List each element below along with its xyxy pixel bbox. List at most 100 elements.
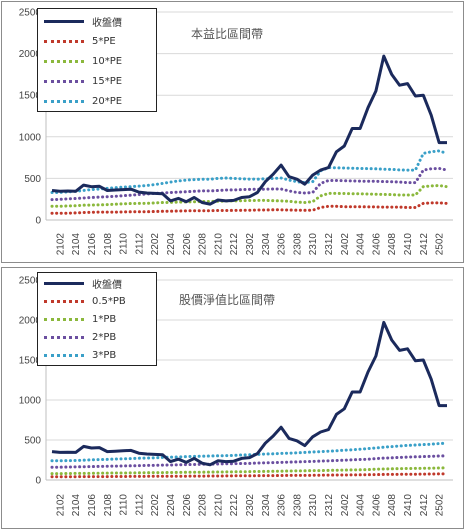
y-tick-label: 0 [35, 476, 41, 487]
pe-legend: 收盤價 5*PE 10*PE 15*PE 20*PE [37, 8, 157, 112]
legend-swatch [44, 79, 84, 83]
y-tick-label: 1500 [19, 356, 42, 367]
legend-label: 10*PE [92, 55, 123, 67]
x-tick-label: 2206 [182, 494, 193, 517]
series-line-1 [50, 201, 449, 215]
x-tick-label: 2312 [324, 494, 335, 517]
legend-item: 10*PE [44, 51, 122, 71]
y-tick-label: 2500 [19, 276, 42, 287]
x-tick-label: 2406 [371, 494, 382, 517]
x-tick-label: 2108 [103, 233, 114, 256]
legend-label: 15*PE [92, 75, 123, 87]
y-tick-label: 1500 [19, 91, 42, 102]
x-tick-label: 2402 [340, 233, 351, 256]
series-line-0 [51, 320, 447, 467]
x-tick-label: 2410 [403, 494, 414, 517]
x-tick-label: 2202 [150, 233, 161, 256]
legend-swatch [44, 299, 84, 303]
legend-swatch [44, 335, 84, 339]
legend-item: 15*PE [44, 71, 122, 91]
legend-label: 收盤價 [92, 17, 122, 29]
x-tick-label: 2106 [87, 494, 98, 517]
x-tick-label: 2306 [277, 233, 288, 256]
y-tick-label: 0 [35, 216, 41, 227]
legend-item: 5*PE [44, 31, 116, 51]
legend-item: 2*PB [44, 327, 116, 347]
x-tick-label: 2302 [245, 233, 256, 256]
x-tick-label: 2110 [119, 233, 130, 255]
x-tick-label: 2308 [292, 494, 303, 517]
x-tick-label: 2104 [71, 494, 82, 517]
x-tick-label: 2304 [261, 233, 272, 256]
x-tick-label: 2308 [292, 233, 303, 256]
chart-title: 股價淨值比區間帶 [179, 292, 275, 307]
y-tick-label: 1000 [19, 396, 42, 407]
x-tick-label: 2404 [356, 233, 367, 256]
x-tick-label: 2106 [87, 233, 98, 256]
x-tick-label: 2202 [150, 494, 161, 517]
x-tick-label: 2310 [308, 233, 319, 256]
y-tick-label: 1000 [19, 132, 42, 143]
legend-item: 收盤價 [44, 11, 122, 31]
x-tick-label: 2206 [182, 233, 193, 256]
y-tick-label: 2000 [19, 49, 42, 60]
x-tick-label: 2212 [229, 494, 240, 517]
pe-band-plot: 0 500 1000 1500 2000 2500 2102 2104 2106 2108 2110… [19, 8, 453, 256]
x-tick-label: 2204 [166, 494, 177, 517]
legend-item: 收盤價 [44, 273, 122, 293]
x-tick-label: 2102 [55, 233, 66, 256]
x-tick-label: 2502 [435, 494, 446, 517]
x-tick-label: 2410 [403, 233, 414, 256]
y-tick-label: 2500 [19, 8, 42, 19]
y-tick-label: 500 [24, 174, 41, 185]
pb-band-chart: 0 500 1000 1500 2000 2500 2102 2104 2106 2108 2110… [1, 267, 464, 529]
x-tick-label: 2306 [277, 494, 288, 517]
series-line-3 [50, 454, 449, 469]
legend-label: 5*PE [92, 35, 116, 47]
legend-label: 3*PB [92, 349, 117, 361]
x-tick-label: 2212 [229, 233, 240, 256]
series-line-4 [50, 441, 449, 463]
series-line-3 [50, 166, 449, 202]
x-tick-label: 2412 [419, 494, 430, 517]
x-tick-label: 2204 [166, 233, 177, 256]
x-tick-label: 2304 [261, 494, 272, 517]
pb-legend: 收盤價 0.5*PB 1*PB 2*PB 3*PB [37, 272, 157, 366]
legend-label: 0.5*PB [92, 295, 126, 307]
x-tick-label: 2102 [55, 494, 66, 517]
legend-item: 1*PB [44, 309, 116, 329]
x-tick-label: 2402 [340, 494, 351, 517]
legend-swatch [44, 317, 84, 321]
x-tick-label: 2108 [103, 494, 114, 517]
legend-label: 2*PB [92, 331, 117, 343]
legend-swatch [44, 19, 84, 23]
chart-title: 本益比區間帶 [191, 27, 263, 41]
legend-swatch [44, 99, 84, 103]
x-tick-label: 2310 [308, 494, 319, 517]
x-tick-label: 2112 [134, 233, 145, 255]
legend-label: 1*PB [92, 313, 117, 325]
series-line-2 [50, 466, 449, 476]
legend-swatch [44, 59, 84, 63]
x-tick-label: 2208 [198, 494, 209, 517]
series-line-1 [50, 472, 449, 479]
x-tick-label: 2408 [387, 233, 398, 256]
x-tick-label: 2406 [371, 233, 382, 256]
legend-label: 20*PE [92, 95, 123, 107]
x-tick-label: 2302 [245, 494, 256, 517]
x-tick-label: 2312 [324, 233, 335, 256]
legend-swatch [44, 281, 84, 285]
pe-band-chart: 0 500 1000 1500 2000 2500 2102 2104 2106 2108 2110… [1, 1, 464, 263]
x-tick-label: 2404 [356, 494, 367, 517]
y-tick-label: 2000 [19, 316, 42, 327]
legend-swatch [44, 39, 84, 43]
x-tick-label: 2104 [71, 233, 82, 256]
legend-item: 3*PB [44, 345, 116, 365]
x-tick-label: 2412 [419, 233, 430, 256]
y-tick-label: 500 [24, 436, 41, 447]
x-tick-label: 2408 [387, 494, 398, 517]
legend-label: 收盤價 [92, 279, 122, 291]
series-line-0 [51, 54, 447, 206]
x-tick-label: 2210 [213, 233, 224, 256]
legend-swatch [44, 353, 84, 357]
